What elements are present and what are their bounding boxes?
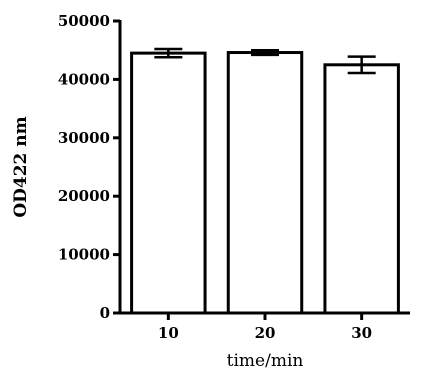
y-tick-label: 20000 <box>58 187 110 205</box>
y-axis-ticks: 0 10000 20000 30000 40000 50000 <box>58 12 120 322</box>
x-axis-ticks: 10 20 30 <box>158 313 372 342</box>
x-tick-label: 30 <box>351 324 372 342</box>
bar-10 <box>130 51 207 315</box>
error-bars <box>154 47 376 75</box>
bars <box>130 51 400 315</box>
y-tick-label: 40000 <box>58 70 110 88</box>
y-tick-label: 50000 <box>58 12 110 30</box>
x-axis-title: time/min <box>227 351 304 371</box>
x-tick-label: 10 <box>158 324 179 342</box>
y-tick-label: 10000 <box>58 246 110 264</box>
y-tick-label: 0 <box>100 304 110 322</box>
bar-20 <box>226 51 304 315</box>
x-tick-label: 20 <box>255 324 276 342</box>
y-axis-title: OD422 nm <box>11 116 31 217</box>
bar-30 <box>323 63 400 315</box>
y-tick-label: 30000 <box>58 129 110 147</box>
